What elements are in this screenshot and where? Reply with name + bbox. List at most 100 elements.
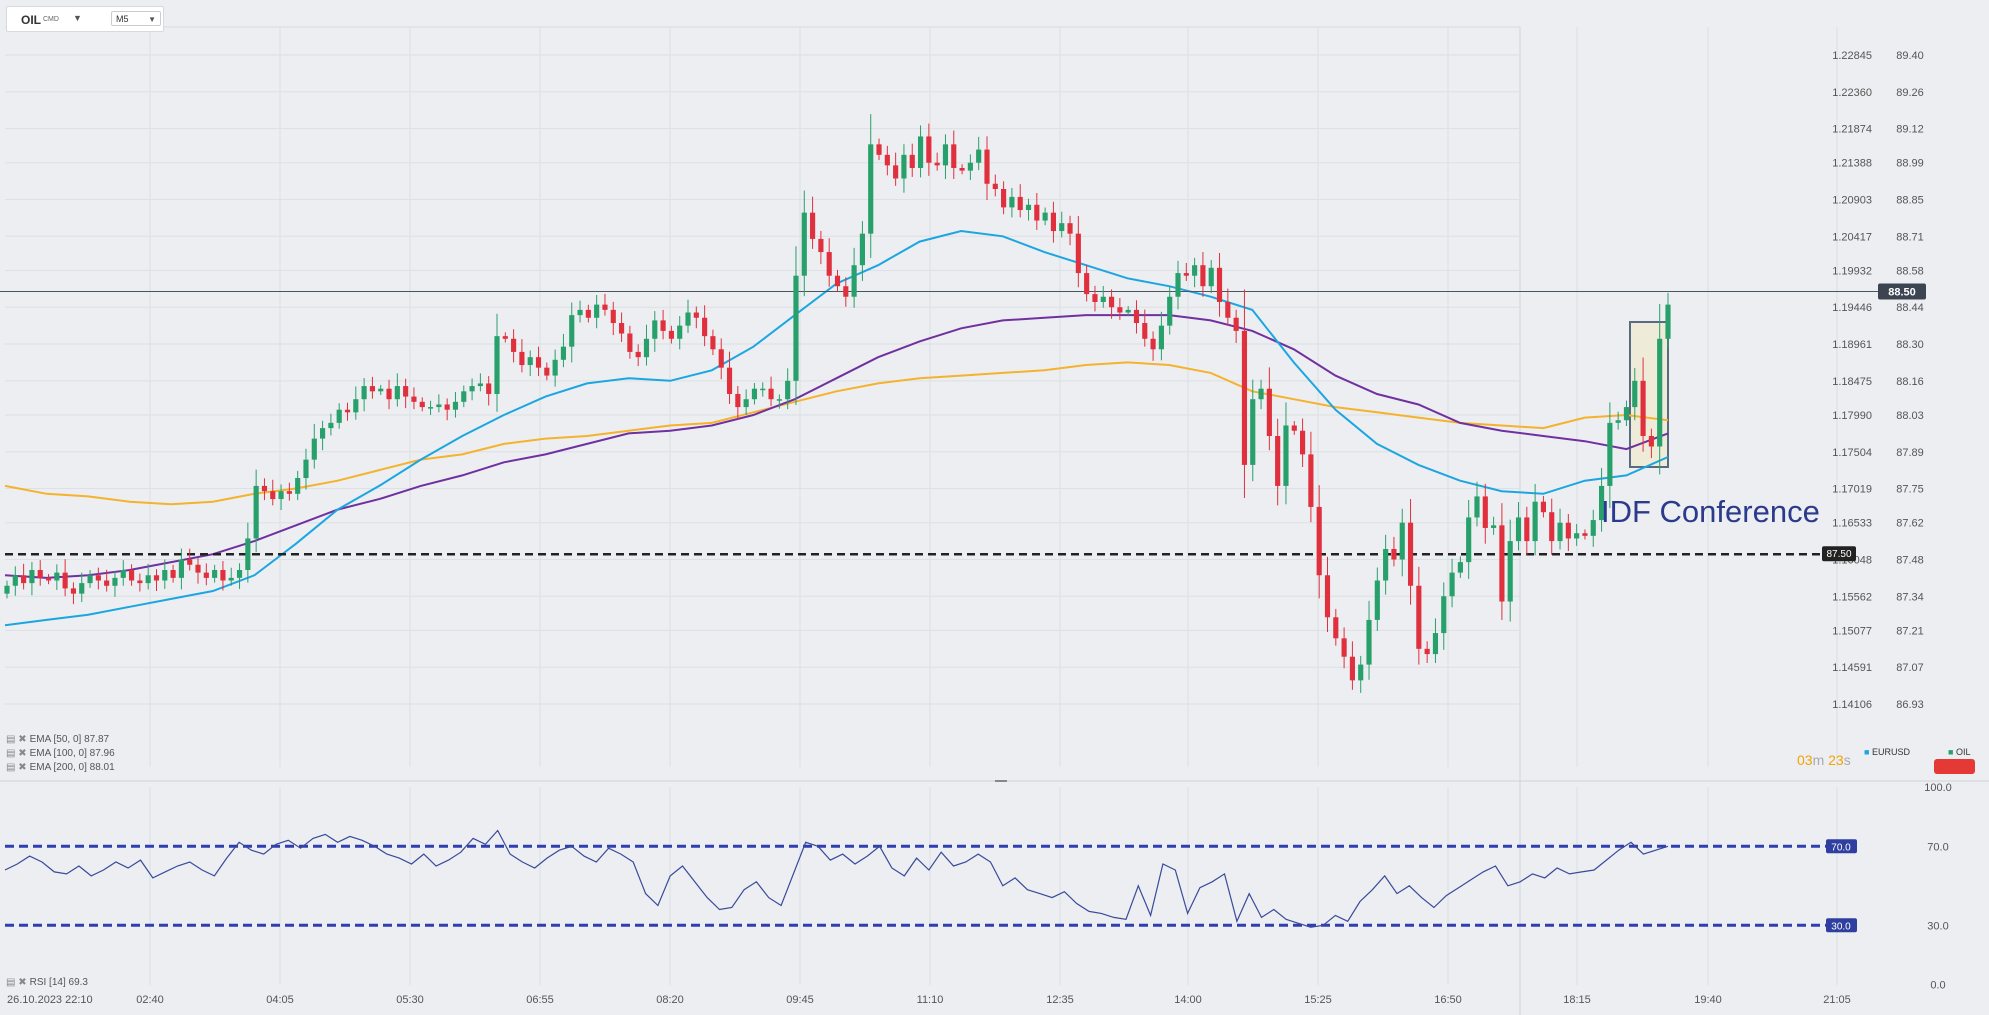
candle-body bbox=[693, 312, 699, 318]
candle-body bbox=[469, 386, 475, 392]
legend-eurusd: ■ EURUSD bbox=[1864, 747, 1910, 757]
rsi-line bbox=[4, 829, 1669, 928]
indicator-ema50[interactable]: ▤ ✖ EMA [50, 0] 87.87 bbox=[6, 734, 109, 745]
eurusd-tick-label: 1.14591 bbox=[1832, 662, 1872, 674]
candle-body bbox=[544, 367, 550, 376]
candle-body bbox=[1017, 196, 1023, 211]
candle-body bbox=[1557, 522, 1563, 542]
candle-body bbox=[444, 404, 450, 410]
candle-body bbox=[220, 569, 226, 581]
candle-body bbox=[810, 212, 816, 239]
candle-body bbox=[1158, 325, 1164, 350]
time-tick-label: 14:00 bbox=[1174, 994, 1202, 1006]
candle-body bbox=[178, 559, 184, 578]
timeframe-select[interactable]: M5 ▼ bbox=[111, 11, 161, 26]
candle-body bbox=[378, 388, 384, 392]
candle-body bbox=[594, 304, 600, 318]
candle-body bbox=[311, 438, 317, 460]
candle-body bbox=[768, 388, 774, 400]
price-tick-label: 89.40 bbox=[1896, 50, 1924, 62]
rsi-tick-label: 100.0 bbox=[1924, 782, 1952, 794]
candle-body bbox=[843, 286, 849, 297]
symbol-selector[interactable]: OIL CMD ▼ M5 ▼ bbox=[6, 6, 164, 32]
candle-body bbox=[320, 428, 326, 439]
rsi-tick-label: 30.0 bbox=[1927, 920, 1948, 932]
candle-body bbox=[187, 559, 193, 565]
candle-body bbox=[295, 478, 301, 494]
candle-body bbox=[909, 154, 915, 168]
candle-body bbox=[170, 569, 176, 578]
settings-icon[interactable]: ▤ ✖ bbox=[6, 977, 27, 988]
candle-body bbox=[1532, 501, 1538, 542]
candle-body bbox=[552, 359, 558, 376]
candle-body bbox=[618, 323, 625, 334]
candle-body bbox=[1100, 296, 1106, 302]
candle-body bbox=[1291, 425, 1297, 431]
time-tick-label: 19:40 bbox=[1694, 994, 1722, 1006]
price-tick-label: 88.85 bbox=[1896, 195, 1924, 207]
candle-body bbox=[1507, 541, 1513, 602]
candle-body bbox=[917, 136, 924, 168]
candle-body bbox=[1208, 267, 1214, 287]
candle-body bbox=[212, 569, 218, 578]
price-tick-label: 87.62 bbox=[1896, 518, 1924, 530]
candle-body bbox=[1150, 338, 1156, 350]
ema100-line bbox=[4, 314, 1669, 579]
candle-body bbox=[735, 393, 741, 408]
candle-body bbox=[1416, 585, 1422, 649]
time-tick-label: 02:40 bbox=[136, 994, 164, 1006]
candle-body bbox=[1233, 317, 1239, 331]
candle-body bbox=[967, 162, 973, 171]
candle-body bbox=[1241, 330, 1248, 465]
timeframe-value: M5 bbox=[116, 14, 129, 24]
candle-body bbox=[1133, 309, 1140, 324]
candle-body bbox=[1632, 380, 1638, 408]
rsi-level-badge bbox=[1826, 839, 1857, 854]
candle-body bbox=[535, 357, 542, 368]
eurusd-tick-label: 1.20417 bbox=[1832, 231, 1872, 243]
candle-body bbox=[585, 309, 591, 318]
level-badge-label: 87.50 bbox=[1826, 549, 1851, 560]
candle-body bbox=[1225, 301, 1231, 318]
candle-body bbox=[1034, 204, 1040, 221]
annotation-text[interactable]: IDF Conference bbox=[1601, 494, 1820, 529]
candle-body bbox=[245, 538, 251, 570]
candle-body bbox=[1540, 501, 1546, 513]
candle-body bbox=[427, 407, 434, 409]
candle-body bbox=[851, 265, 857, 297]
candle-body bbox=[677, 325, 683, 339]
candle-body bbox=[436, 404, 442, 408]
symbol-sub: CMD bbox=[43, 16, 59, 23]
candle-body bbox=[236, 569, 243, 578]
candle-body bbox=[494, 336, 500, 394]
candle-body bbox=[834, 275, 841, 287]
candle-body bbox=[261, 485, 268, 492]
candle-body bbox=[1275, 435, 1281, 486]
legend-swatch: ■ bbox=[1864, 747, 1870, 757]
indicator-ema200[interactable]: ▤ ✖ EMA [200, 0] 88.01 bbox=[6, 762, 115, 773]
time-tick-label: 16:50 bbox=[1434, 994, 1462, 1006]
candle-body bbox=[1491, 525, 1497, 528]
candle-body bbox=[1524, 517, 1530, 542]
candle-body bbox=[54, 572, 60, 581]
chevron-down-icon[interactable]: ▼ bbox=[73, 13, 82, 23]
time-tick-label: 09:45 bbox=[786, 994, 814, 1006]
candle-body bbox=[4, 585, 10, 594]
candle-body bbox=[1042, 212, 1048, 221]
settings-icon[interactable]: ▤ ✖ bbox=[6, 748, 27, 759]
candle-body bbox=[203, 572, 209, 578]
settings-icon[interactable]: ▤ ✖ bbox=[6, 762, 27, 773]
candle-body bbox=[1582, 533, 1588, 536]
indicator-ema100[interactable]: ▤ ✖ EMA [100, 0] 87.96 bbox=[6, 748, 115, 759]
candle-body bbox=[942, 144, 949, 166]
candle-body bbox=[893, 165, 899, 179]
time-tick-label: 26.10.2023 22:10 bbox=[7, 994, 93, 1006]
candle-body bbox=[926, 136, 932, 163]
candle-body bbox=[411, 396, 417, 402]
candle-body bbox=[270, 491, 276, 500]
candle-body bbox=[394, 386, 400, 400]
settings-icon[interactable]: ▤ ✖ bbox=[6, 734, 27, 745]
candle-body bbox=[826, 252, 832, 276]
indicator-rsi[interactable]: ▤ ✖ RSI [14] 69.3 bbox=[6, 977, 88, 988]
